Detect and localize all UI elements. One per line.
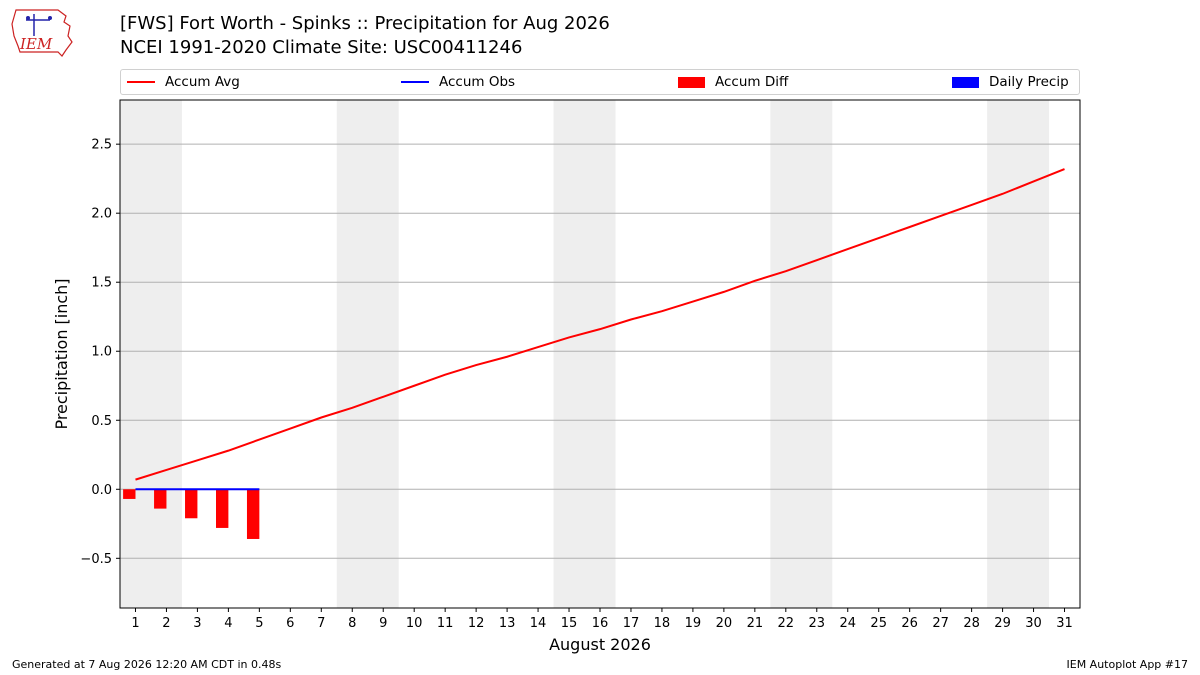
x-tick-label: 31 bbox=[1056, 616, 1073, 631]
legend-item-accum-obs: Accum Obs bbox=[401, 70, 515, 94]
legend: Accum Avg Accum Obs Accum Diff Daily Pre… bbox=[120, 69, 1080, 95]
x-tick-label: 13 bbox=[499, 616, 516, 631]
legend-item-accum-avg: Accum Avg bbox=[127, 70, 240, 94]
legend-label: Accum Obs bbox=[439, 74, 516, 90]
y-tick-label: 0.5 bbox=[91, 414, 112, 429]
y-tick-label: 2.0 bbox=[91, 207, 112, 222]
y-axis-label: Precipitation [inch] bbox=[52, 278, 71, 429]
x-tick-label: 22 bbox=[778, 616, 795, 631]
bar-accum-diff bbox=[123, 489, 136, 499]
weekend-band bbox=[987, 100, 1050, 608]
weekend-band bbox=[553, 100, 616, 608]
weekend-band bbox=[336, 100, 399, 608]
line-accum-avg bbox=[135, 168, 1065, 481]
x-tick-label: 9 bbox=[379, 616, 387, 631]
x-tick-label: 3 bbox=[193, 616, 201, 631]
x-tick-label: 1 bbox=[131, 616, 139, 631]
logo-text: IEM bbox=[19, 35, 53, 53]
x-tick-label: 30 bbox=[1025, 616, 1042, 631]
legend-swatch bbox=[678, 76, 705, 88]
x-tick-label: 12 bbox=[468, 616, 485, 631]
x-axis-label: August 2026 bbox=[549, 635, 651, 654]
y-tick-label: 0.0 bbox=[91, 483, 112, 498]
x-tick-label: 20 bbox=[716, 616, 733, 631]
legend-label: Daily Precip bbox=[989, 74, 1069, 90]
legend-item-accum-diff: Accum Diff bbox=[678, 70, 788, 94]
x-tick-label: 7 bbox=[317, 616, 325, 631]
y-tick-label: −0.5 bbox=[80, 552, 112, 567]
chart-title: [FWS] Fort Worth - Spinks :: Precipitati… bbox=[120, 13, 610, 34]
legend-swatch bbox=[127, 81, 155, 83]
x-tick-label: 21 bbox=[747, 616, 764, 631]
iem-logo: IEM bbox=[11, 9, 73, 57]
bar-accum-diff bbox=[185, 489, 198, 519]
x-tick-label: 19 bbox=[685, 616, 702, 631]
bar-accum-diff bbox=[246, 489, 260, 539]
chart-subtitle: NCEI 1991-2020 Climate Site: USC00411246 bbox=[120, 37, 523, 58]
y-tick-label: 1.5 bbox=[91, 276, 112, 291]
legend-swatch bbox=[952, 76, 979, 88]
x-tick-label: 5 bbox=[255, 616, 263, 631]
legend-swatch bbox=[401, 81, 429, 83]
legend-label: Accum Diff bbox=[715, 74, 789, 90]
x-tick-label: 11 bbox=[437, 616, 454, 631]
app-credit: IEM Autoplot App #17 bbox=[1066, 658, 1189, 671]
weekend-band bbox=[120, 100, 182, 608]
x-tick-label: 24 bbox=[839, 616, 856, 631]
y-tick-label: 2.5 bbox=[91, 138, 112, 153]
x-tick-label: 29 bbox=[994, 616, 1011, 631]
x-tick-label: 16 bbox=[592, 616, 609, 631]
x-tick-label: 25 bbox=[870, 616, 887, 631]
x-tick-label: 10 bbox=[406, 616, 423, 631]
x-tick-label: 17 bbox=[623, 616, 640, 631]
x-tick-label: 18 bbox=[654, 616, 671, 631]
generated-timestamp: Generated at 7 Aug 2026 12:20 AM CDT in … bbox=[12, 658, 282, 671]
x-tick-label: 6 bbox=[286, 616, 294, 631]
x-tick-label: 14 bbox=[530, 616, 547, 631]
x-tick-label: 27 bbox=[932, 616, 949, 631]
x-tick-label: 28 bbox=[963, 616, 980, 631]
bar-accum-diff bbox=[154, 489, 167, 509]
weekend-band bbox=[770, 100, 833, 608]
x-tick-label: 15 bbox=[561, 616, 578, 631]
legend-label: Accum Avg bbox=[165, 74, 240, 90]
x-tick-label: 26 bbox=[901, 616, 918, 631]
y-tick-label: 1.0 bbox=[91, 345, 112, 360]
legend-item-daily-precip: Daily Precip bbox=[952, 70, 1069, 94]
x-tick-label: 23 bbox=[809, 616, 826, 631]
x-tick-label: 4 bbox=[224, 616, 232, 631]
bar-accum-diff bbox=[216, 489, 229, 528]
x-tick-label: 2 bbox=[162, 616, 170, 631]
x-tick-label: 8 bbox=[348, 616, 356, 631]
